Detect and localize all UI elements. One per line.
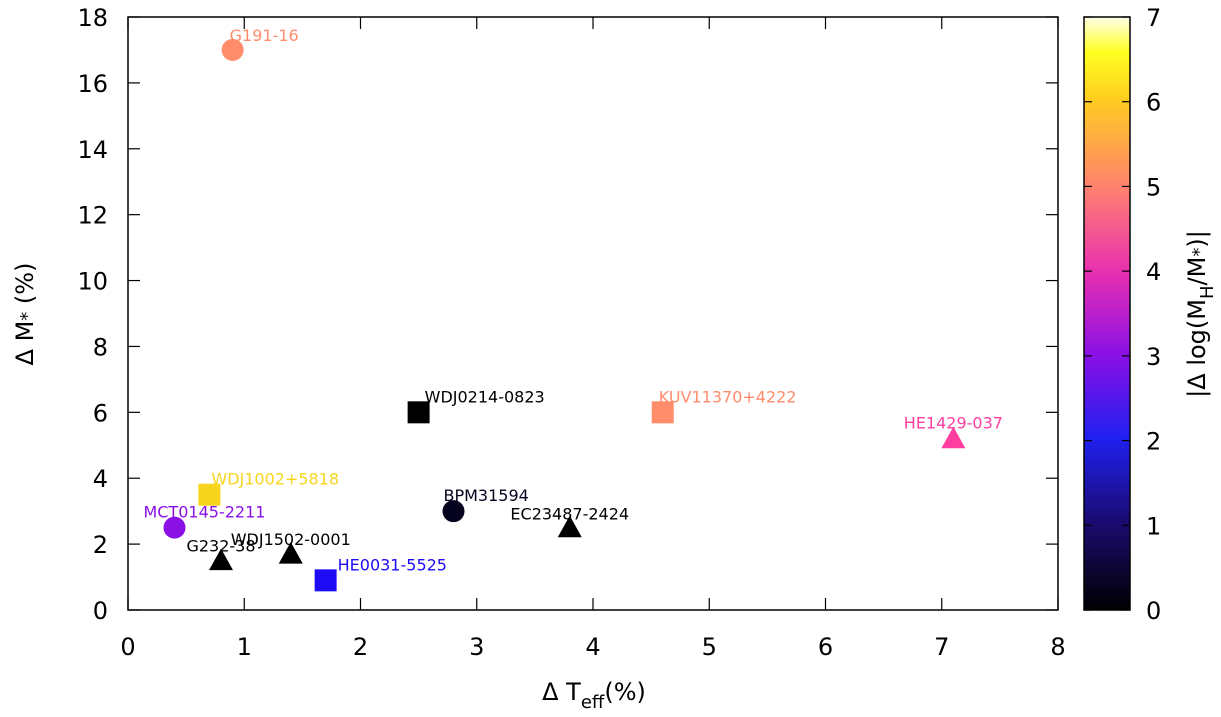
y-tick-label: 8: [93, 333, 108, 361]
colorbar-tick-label: 6: [1146, 89, 1161, 117]
y-tick-label: 14: [77, 136, 108, 164]
y-axis: 0 2 4 6 8 10 12 14 16 18: [77, 4, 1058, 625]
point-mct0145-2211: [163, 516, 186, 539]
point-label-kuv11370-4222: KUV11370+4222: [659, 387, 797, 406]
point-label-wdj0214-0823: WDJ0214-0823: [425, 387, 545, 406]
point-label-he1429-037: HE1429-037: [904, 414, 1003, 433]
point-labels: G191-16 KUV11370+4222 HE1429-037 WDJ0214-08…: [144, 26, 1003, 574]
y-tick-label: 16: [77, 70, 108, 98]
y-tick-label: 4: [93, 465, 108, 493]
point-kuv11370-4222: [651, 401, 674, 424]
x-tick-label: 8: [1050, 633, 1065, 661]
point-he0031-5525: [314, 569, 337, 592]
colorbar-tick-label: 4: [1146, 258, 1161, 286]
x-tick-label: 2: [353, 633, 368, 661]
point-bpm31594: [442, 500, 465, 523]
point-label-wdj1502-0001: WDJ1502-0001: [231, 530, 351, 549]
point-wdj1502-0001: [278, 541, 303, 564]
colorbar-gradient: [1083, 16, 1131, 611]
point-label-ec23487-2424: EC23487-2424: [510, 505, 629, 524]
y-tick-label: 6: [93, 399, 108, 427]
y-tick-label: 12: [77, 202, 108, 230]
point-label-bpm31594: BPM31594: [444, 486, 529, 505]
y-axis-label: Δ M* (%): [11, 263, 39, 366]
x-tick-label: 3: [469, 633, 484, 661]
y-tick-label: 0: [93, 597, 108, 625]
point-he1429-037: [941, 426, 966, 449]
x-tick-label: 5: [702, 633, 717, 661]
colorbar-tick-label: 7: [1146, 4, 1161, 32]
y-tick-label: 18: [77, 4, 108, 32]
data-points: [163, 38, 966, 592]
colorbar: [1083, 16, 1131, 611]
point-ec23487-2424: [557, 515, 582, 538]
colorbar-tick-label: 3: [1146, 343, 1161, 371]
point-g191-16: [221, 38, 244, 61]
point-label-g191-16: G191-16: [230, 26, 299, 45]
colorbar-axis: 0 1 2 3 4 5 6 7: [1084, 4, 1161, 625]
colorbar-tick-label: 1: [1146, 512, 1161, 540]
colorbar-tick-label: 2: [1146, 428, 1161, 456]
point-wdj0214-0823: [407, 401, 430, 424]
point-label-mct0145-2211: MCT0145-2211: [144, 503, 266, 522]
point-label-g232-38: G232-38: [186, 537, 255, 556]
colorbar-label: |Δ log(MH/M*)|: [1183, 230, 1218, 398]
point-g232-38: [209, 548, 233, 571]
x-tick-label: 1: [237, 633, 252, 661]
y-tick-label: 2: [93, 531, 108, 559]
point-wdj1002-5818: [198, 483, 221, 506]
x-tick-label: 0: [120, 633, 135, 661]
colorbar-tick-label: 0: [1146, 597, 1161, 625]
y-tick-label: 10: [77, 268, 108, 296]
x-tick-label: 7: [934, 633, 949, 661]
x-axis: 0 1 2 3 4 5 6 7 8: [120, 17, 1066, 661]
x-axis-label: Δ Teff(%): [542, 678, 646, 713]
x-tick-label: 6: [818, 633, 833, 661]
point-label-wdj1002-5818: WDJ1002+5818: [211, 470, 339, 489]
point-label-he0031-5525: HE0031-5525: [338, 555, 447, 574]
x-tick-label: 4: [585, 633, 600, 661]
colorbar-tick-label: 5: [1146, 173, 1161, 201]
